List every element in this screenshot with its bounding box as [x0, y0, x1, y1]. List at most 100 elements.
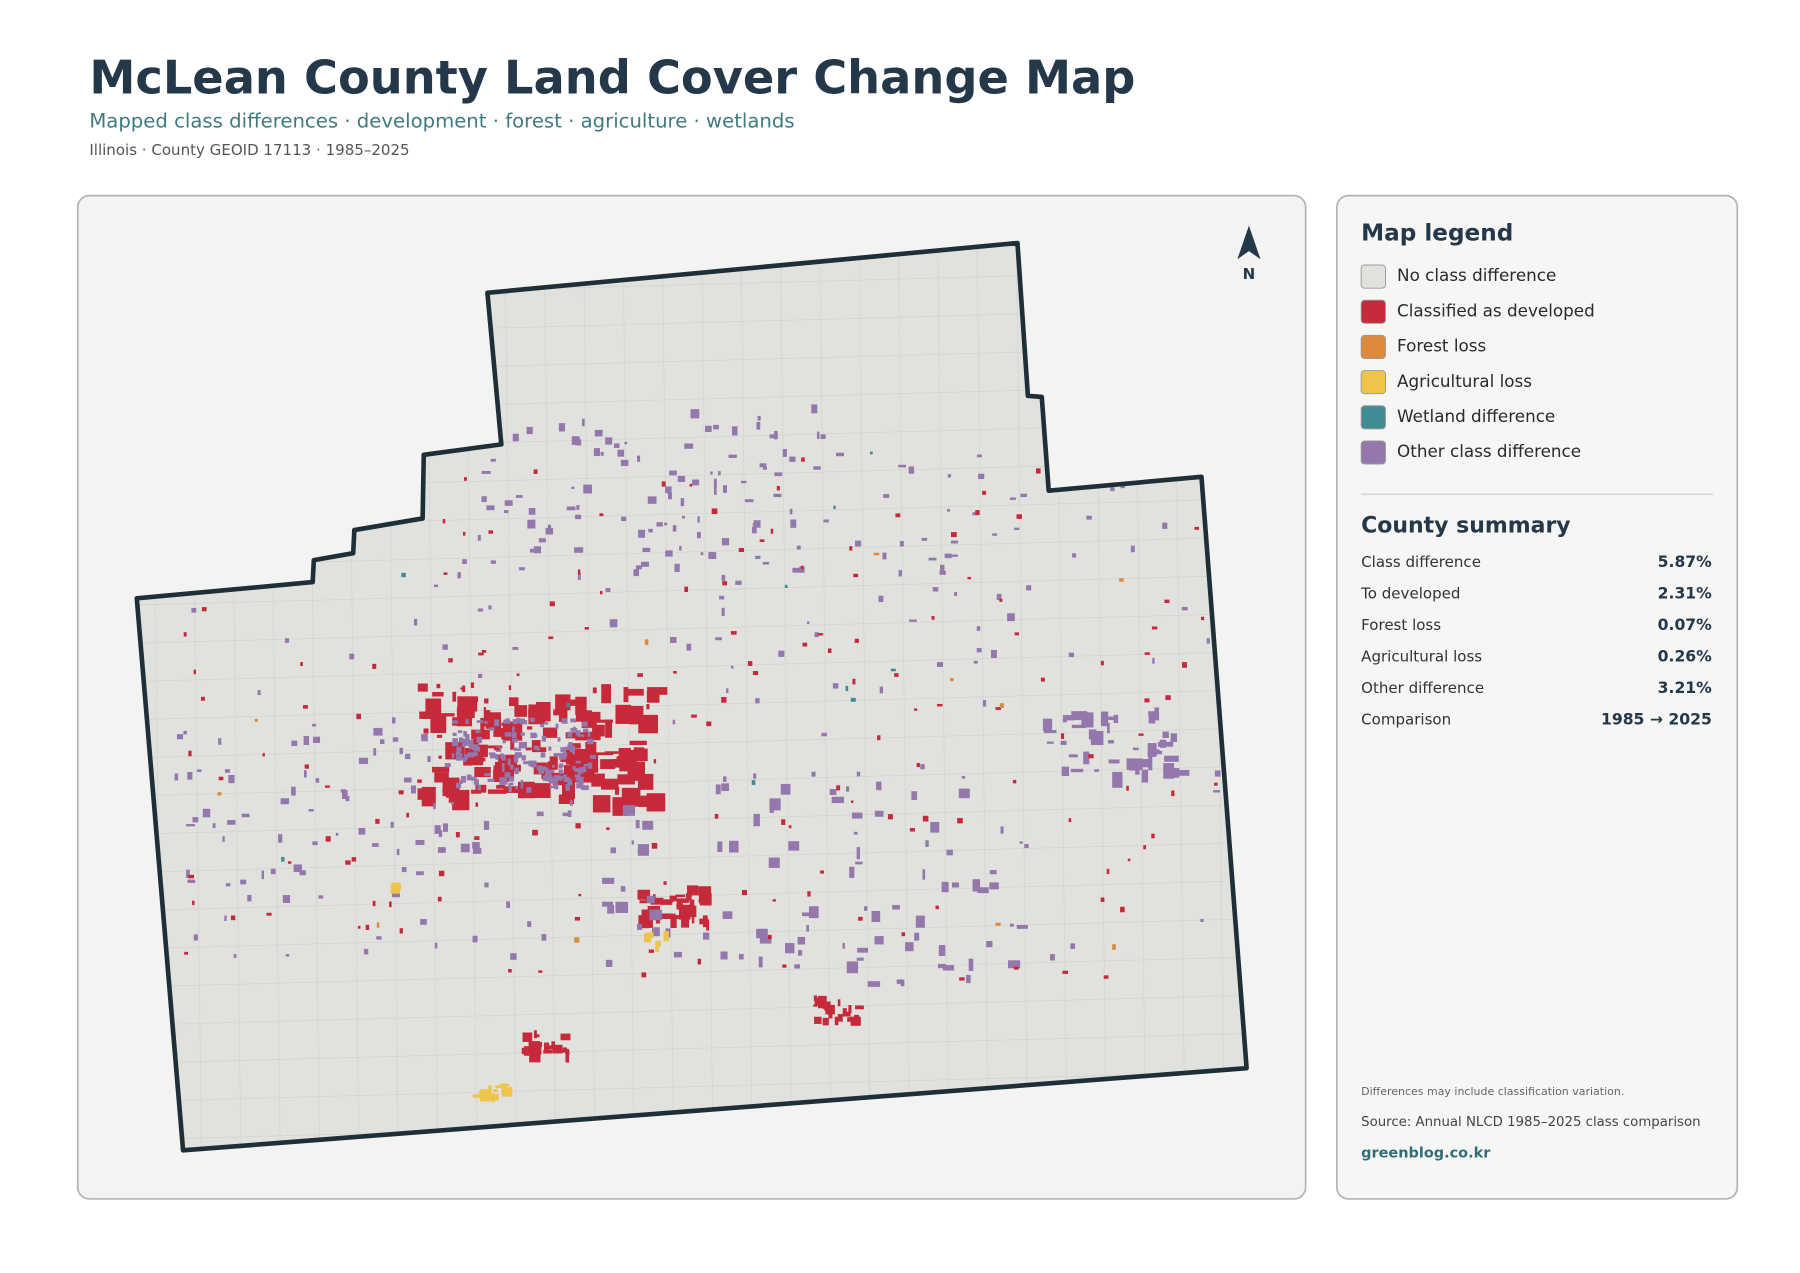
patch	[684, 443, 694, 449]
patch	[405, 753, 411, 760]
patch	[951, 554, 958, 557]
patch	[557, 737, 561, 742]
patch	[1108, 716, 1118, 721]
patch	[376, 922, 380, 928]
patch	[443, 572, 448, 575]
patch	[1130, 545, 1135, 553]
patch	[1108, 759, 1120, 764]
patch	[957, 818, 963, 824]
patch	[1009, 497, 1016, 500]
patch	[436, 826, 441, 830]
source: Source: Annual NLCD 1985–2025 class comp…	[1361, 1115, 1700, 1130]
patch	[582, 785, 589, 791]
patch	[552, 1044, 563, 1054]
patch	[1040, 677, 1045, 682]
patch	[972, 879, 981, 892]
patch	[392, 737, 399, 742]
patch	[452, 738, 458, 744]
section-line	[136, 689, 1247, 721]
patch	[1046, 741, 1054, 744]
patch	[637, 844, 649, 856]
patch	[528, 709, 534, 718]
patch	[684, 586, 689, 593]
legend-label: No class difference	[1397, 265, 1556, 285]
patch	[525, 747, 532, 751]
patch	[878, 595, 884, 603]
patch	[950, 678, 954, 682]
patch	[696, 531, 701, 539]
patch	[527, 519, 536, 529]
patch	[899, 540, 904, 547]
patch	[675, 894, 686, 898]
patch	[512, 738, 518, 743]
patch	[472, 1094, 482, 1098]
patch	[858, 916, 863, 921]
patch	[562, 812, 570, 817]
patch	[445, 792, 462, 798]
patch	[854, 638, 859, 643]
patch	[452, 732, 457, 736]
patch	[1135, 769, 1140, 775]
patch	[304, 764, 309, 769]
patch	[806, 621, 810, 624]
patch	[303, 735, 310, 745]
patch	[501, 762, 505, 767]
patch	[669, 895, 678, 902]
patch	[1014, 632, 1019, 636]
patch	[187, 772, 193, 780]
patch	[705, 425, 712, 433]
patch	[784, 584, 788, 589]
summary-label: Comparison	[1361, 710, 1451, 728]
patch	[417, 779, 422, 783]
section-line	[136, 651, 1247, 682]
patch	[375, 818, 380, 824]
patch	[514, 767, 519, 775]
patch	[466, 774, 472, 781]
summary-label: Class difference	[1361, 553, 1481, 571]
patch	[413, 618, 418, 626]
patch	[690, 409, 700, 419]
patch	[636, 924, 643, 930]
patch	[818, 1000, 827, 1009]
patch	[528, 760, 536, 767]
patch	[850, 697, 856, 702]
patch	[715, 637, 722, 641]
patch	[646, 895, 655, 904]
patch	[475, 802, 479, 807]
patch	[192, 900, 195, 906]
patch	[468, 745, 474, 750]
patch	[542, 727, 558, 738]
patch	[579, 767, 584, 774]
patch	[1127, 858, 1131, 862]
patch	[546, 775, 552, 780]
patch	[291, 786, 296, 796]
patch	[796, 545, 801, 550]
patch	[565, 1050, 570, 1055]
patch	[1159, 739, 1167, 748]
patch	[702, 915, 708, 928]
site-link[interactable]: greenblog.co.kr	[1361, 1145, 1491, 1161]
patch	[1200, 918, 1204, 922]
patch	[758, 956, 763, 968]
section-line	[136, 842, 1247, 873]
patch	[508, 697, 519, 707]
patch	[567, 778, 573, 786]
patch	[599, 513, 604, 517]
patch	[421, 734, 428, 742]
patch	[478, 652, 484, 656]
patch	[752, 523, 758, 527]
patch	[512, 726, 515, 732]
patch	[920, 764, 925, 770]
patch	[456, 746, 462, 752]
patch	[575, 710, 593, 722]
patch	[473, 752, 478, 757]
patch	[1151, 833, 1155, 839]
patch	[1181, 606, 1188, 611]
patch	[728, 454, 737, 458]
patch	[1068, 652, 1074, 658]
patch	[581, 720, 597, 728]
patch	[607, 904, 615, 914]
patch	[914, 932, 920, 941]
patch	[1068, 754, 1078, 758]
patch	[376, 936, 382, 940]
